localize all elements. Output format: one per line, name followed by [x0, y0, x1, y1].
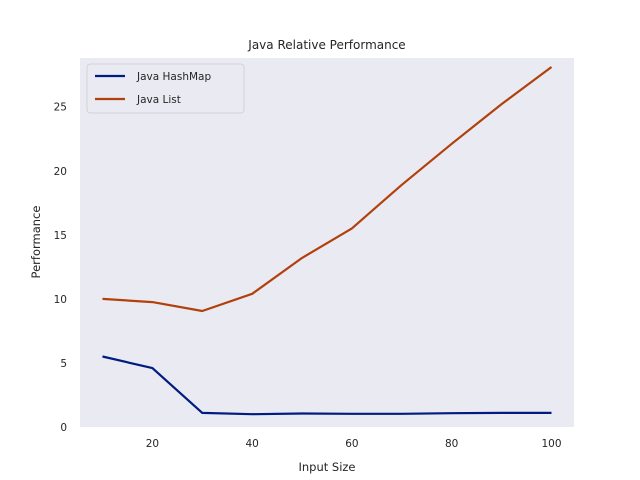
x-tick-label: 40: [246, 438, 259, 450]
series-line-java-hashmap: [102, 355, 552, 416]
x-tick-label: 100: [541, 438, 561, 450]
x-tick-label: 80: [445, 438, 458, 450]
y-tick-label: 15: [54, 230, 67, 242]
y-tick-label: 0: [60, 422, 67, 434]
legend-label-list: Java List: [136, 94, 181, 106]
x-tick-label: 60: [345, 438, 358, 450]
y-tick-label: 5: [60, 358, 67, 370]
legend: Java HashMap Java List: [86, 63, 245, 114]
y-axis-label: Performance: [29, 206, 43, 279]
y-tick-label: 10: [54, 294, 67, 306]
x-tick-label: 20: [146, 438, 159, 450]
series-line-java-list: [102, 66, 553, 313]
x-ticks: 20 40 60 80 100: [146, 438, 562, 450]
y-tick-label: 25: [54, 102, 67, 114]
x-axis-label: Input Size: [298, 460, 355, 474]
legend-box: [86, 63, 245, 114]
y-tick-label: 20: [54, 166, 67, 178]
legend-label-hashmap: Java HashMap: [136, 71, 211, 83]
chart-title: Java Relative Performance: [247, 38, 405, 52]
series-layer: [102, 66, 553, 416]
y-ticks: 0 5 10 15 20 25: [54, 102, 67, 434]
